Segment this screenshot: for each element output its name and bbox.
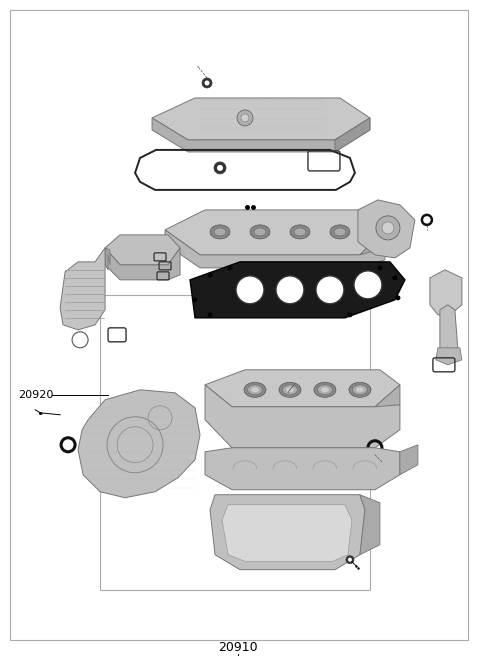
Ellipse shape [330,225,350,239]
Circle shape [192,297,198,302]
Polygon shape [190,262,405,318]
Ellipse shape [244,382,266,398]
Polygon shape [440,305,458,355]
Ellipse shape [317,385,333,395]
Circle shape [228,266,232,270]
Bar [100,295,370,590]
Ellipse shape [282,385,298,395]
Polygon shape [152,98,370,140]
Circle shape [207,272,213,277]
Ellipse shape [254,228,266,236]
Polygon shape [60,248,105,330]
Polygon shape [105,235,180,265]
Polygon shape [152,118,370,152]
Ellipse shape [290,225,310,239]
Polygon shape [165,230,385,268]
Circle shape [346,556,354,564]
Polygon shape [222,504,352,562]
Ellipse shape [356,387,364,392]
Ellipse shape [286,387,294,392]
Polygon shape [205,385,400,448]
Circle shape [217,165,223,171]
Ellipse shape [279,382,301,398]
Ellipse shape [248,385,263,395]
Circle shape [207,312,213,318]
Polygon shape [210,495,365,569]
Circle shape [237,110,253,126]
Circle shape [280,280,300,300]
Circle shape [393,276,397,280]
Circle shape [316,276,344,304]
Circle shape [382,222,394,234]
Circle shape [202,78,212,88]
Polygon shape [105,248,110,270]
Circle shape [204,81,209,85]
Ellipse shape [210,225,230,239]
Polygon shape [360,230,385,270]
Polygon shape [436,348,462,365]
Polygon shape [78,390,200,498]
Circle shape [240,280,260,300]
Ellipse shape [294,228,306,236]
Circle shape [358,275,378,295]
Ellipse shape [321,387,329,392]
Polygon shape [358,200,415,258]
Circle shape [377,266,383,270]
Circle shape [241,114,249,122]
Polygon shape [205,370,400,407]
Circle shape [320,280,340,300]
Polygon shape [335,118,370,152]
Ellipse shape [349,382,371,398]
Polygon shape [430,270,462,315]
Ellipse shape [334,228,346,236]
Polygon shape [205,448,400,490]
Ellipse shape [314,382,336,398]
Circle shape [396,295,400,300]
Ellipse shape [251,387,259,392]
Polygon shape [165,210,385,255]
Circle shape [276,276,304,304]
Circle shape [296,378,300,382]
Circle shape [214,162,226,174]
Polygon shape [360,495,380,555]
Circle shape [348,312,352,318]
Circle shape [348,558,352,562]
Polygon shape [375,385,400,427]
Circle shape [354,271,382,299]
Ellipse shape [214,228,226,236]
Circle shape [236,276,264,304]
Polygon shape [400,445,418,475]
Text: 20920: 20920 [18,390,53,400]
Polygon shape [105,248,180,280]
Text: 20910: 20910 [218,641,258,654]
Ellipse shape [250,225,270,239]
Circle shape [376,216,400,240]
Ellipse shape [352,385,367,395]
Circle shape [294,376,302,384]
